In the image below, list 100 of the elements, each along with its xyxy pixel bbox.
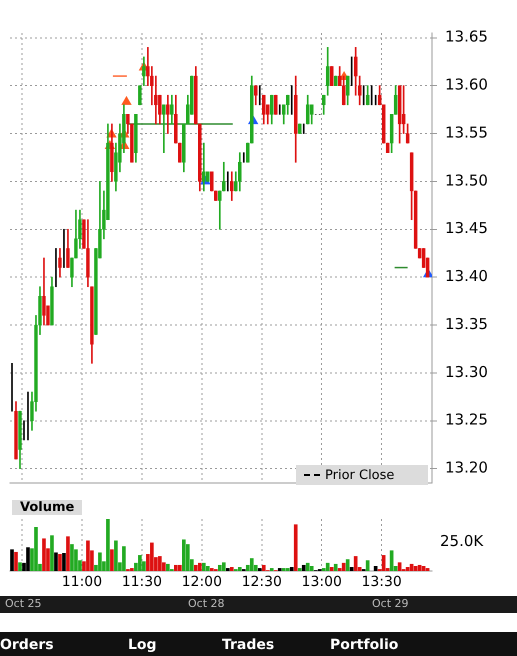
bar — [70, 544, 74, 571]
candlestick — [414, 190, 418, 249]
y-tick-label: 13.65 — [445, 28, 488, 46]
bar — [382, 555, 386, 571]
bar — [334, 564, 338, 571]
bar — [18, 562, 22, 571]
bar — [110, 549, 114, 571]
candlestick — [350, 56, 353, 86]
x-tick-label: 13:00 — [302, 574, 342, 590]
candlestick — [182, 124, 186, 172]
text: Log — [128, 637, 157, 653]
bar — [286, 568, 290, 571]
text: Trades — [222, 637, 274, 653]
candlestick — [250, 76, 254, 144]
y-tick-label: 13.30 — [445, 362, 488, 381]
candlestick — [214, 190, 218, 201]
bar — [130, 568, 134, 571]
bar — [54, 552, 58, 571]
bar — [166, 564, 170, 571]
candlestick — [230, 172, 234, 201]
bar — [222, 562, 226, 571]
candlestick — [398, 85, 402, 144]
bar — [366, 560, 370, 571]
candlestick — [210, 172, 214, 192]
bar — [178, 564, 182, 571]
bar — [58, 554, 62, 571]
bar — [230, 567, 234, 571]
bar — [302, 564, 306, 571]
bar — [290, 567, 294, 571]
bar — [26, 547, 30, 571]
bar — [282, 568, 286, 571]
candlestick — [18, 410, 22, 469]
candlestick — [194, 66, 198, 124]
bar — [210, 568, 214, 571]
bar — [310, 566, 314, 571]
bar — [42, 538, 46, 571]
bar — [226, 568, 230, 571]
candlestick — [126, 114, 130, 134]
candlestick — [70, 258, 74, 288]
bar — [298, 568, 302, 571]
annotation: Prior Close — [325, 468, 394, 482]
candlestick — [222, 162, 226, 192]
bar — [206, 566, 210, 571]
y-tick-label: 13.45 — [445, 219, 488, 238]
bar — [194, 564, 198, 571]
bar — [218, 564, 222, 571]
bar — [374, 566, 378, 571]
candlestick — [50, 276, 54, 326]
bar — [422, 566, 426, 571]
candlestick — [14, 401, 18, 460]
x-tick-label: 11:00 — [62, 574, 102, 590]
bar — [14, 552, 18, 571]
bar — [10, 549, 14, 571]
bar — [390, 550, 394, 571]
candlestick — [42, 258, 46, 326]
y-tick-label: 13.25 — [445, 410, 488, 429]
bar — [354, 556, 358, 571]
bar — [270, 568, 274, 571]
text: Portfolio — [330, 637, 398, 653]
bar — [410, 564, 414, 571]
bar — [158, 556, 162, 571]
bar — [406, 567, 410, 571]
candlestick — [218, 190, 222, 230]
bar — [50, 535, 54, 571]
bar — [138, 555, 142, 571]
candlestick — [306, 94, 310, 124]
bar — [86, 540, 90, 571]
candlestick — [198, 124, 202, 192]
point — [121, 96, 132, 105]
y-tick-label: 13.20 — [445, 458, 488, 477]
chart-title: Volume — [12, 500, 82, 515]
x-tick-label: 12:00 — [182, 574, 222, 590]
candlestick — [302, 124, 305, 134]
y-tick-label: 13.50 — [445, 171, 488, 190]
bar — [258, 568, 262, 571]
candlestick — [134, 114, 138, 163]
x-tick-label: 11:30 — [122, 574, 162, 590]
candlestick — [298, 124, 302, 134]
bar — [326, 562, 330, 571]
bar — [122, 546, 126, 571]
bar — [250, 558, 254, 571]
candlestick — [226, 172, 229, 192]
bar — [294, 524, 298, 571]
bar — [198, 562, 202, 571]
text: Oct 25 — [5, 597, 42, 610]
bar — [106, 519, 110, 571]
bar — [66, 536, 70, 571]
candlestick — [130, 124, 134, 163]
bar — [114, 540, 118, 571]
text: 25.0K — [440, 532, 484, 550]
label-box: Prior Close — [296, 465, 428, 485]
bar — [150, 542, 154, 571]
bar — [398, 562, 402, 571]
text: Oct 29 — [372, 597, 409, 610]
x-tick-label: 13:30 — [361, 574, 402, 590]
bar — [330, 567, 334, 571]
bar — [62, 552, 66, 571]
bar — [34, 526, 38, 571]
bar — [202, 562, 206, 571]
text: Orders — [0, 637, 54, 653]
